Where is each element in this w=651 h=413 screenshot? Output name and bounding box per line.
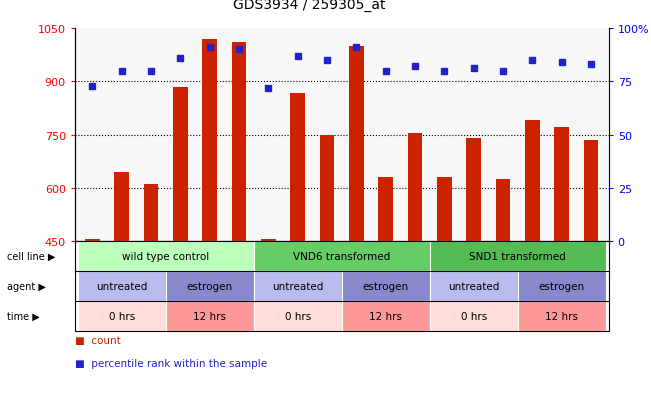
Text: 0 hrs: 0 hrs xyxy=(461,311,487,321)
Text: 0 hrs: 0 hrs xyxy=(284,311,311,321)
Bar xyxy=(584,140,598,242)
Bar xyxy=(202,40,217,242)
Text: estrogen: estrogen xyxy=(363,281,409,291)
Text: estrogen: estrogen xyxy=(538,281,585,291)
Bar xyxy=(115,173,129,242)
Bar xyxy=(437,178,452,242)
Text: SND1 transformed: SND1 transformed xyxy=(469,252,566,261)
Text: 12 hrs: 12 hrs xyxy=(369,311,402,321)
Bar xyxy=(290,93,305,242)
Text: ■  percentile rank within the sample: ■ percentile rank within the sample xyxy=(75,358,267,368)
Bar xyxy=(555,128,569,242)
Bar xyxy=(232,43,247,242)
Text: wild type control: wild type control xyxy=(122,252,210,261)
Text: untreated: untreated xyxy=(448,281,499,291)
Text: 12 hrs: 12 hrs xyxy=(546,311,578,321)
Text: GDS3934 / 259305_at: GDS3934 / 259305_at xyxy=(233,0,385,12)
Text: agent ▶: agent ▶ xyxy=(7,281,46,291)
Text: VND6 transformed: VND6 transformed xyxy=(293,252,391,261)
Text: time ▶: time ▶ xyxy=(7,311,39,321)
Bar xyxy=(261,240,276,242)
Text: 0 hrs: 0 hrs xyxy=(109,311,135,321)
Bar xyxy=(144,185,158,242)
Text: untreated: untreated xyxy=(272,281,324,291)
Bar xyxy=(378,178,393,242)
Bar xyxy=(525,121,540,242)
Bar xyxy=(320,135,335,242)
Bar xyxy=(173,88,187,242)
Text: 12 hrs: 12 hrs xyxy=(193,311,227,321)
Bar xyxy=(496,180,510,242)
Bar xyxy=(349,47,364,242)
Bar xyxy=(408,133,422,242)
Bar xyxy=(85,240,100,242)
Text: cell line ▶: cell line ▶ xyxy=(7,252,55,261)
Bar xyxy=(466,139,481,242)
Text: ■  count: ■ count xyxy=(75,335,120,345)
Text: untreated: untreated xyxy=(96,281,148,291)
Text: estrogen: estrogen xyxy=(187,281,233,291)
